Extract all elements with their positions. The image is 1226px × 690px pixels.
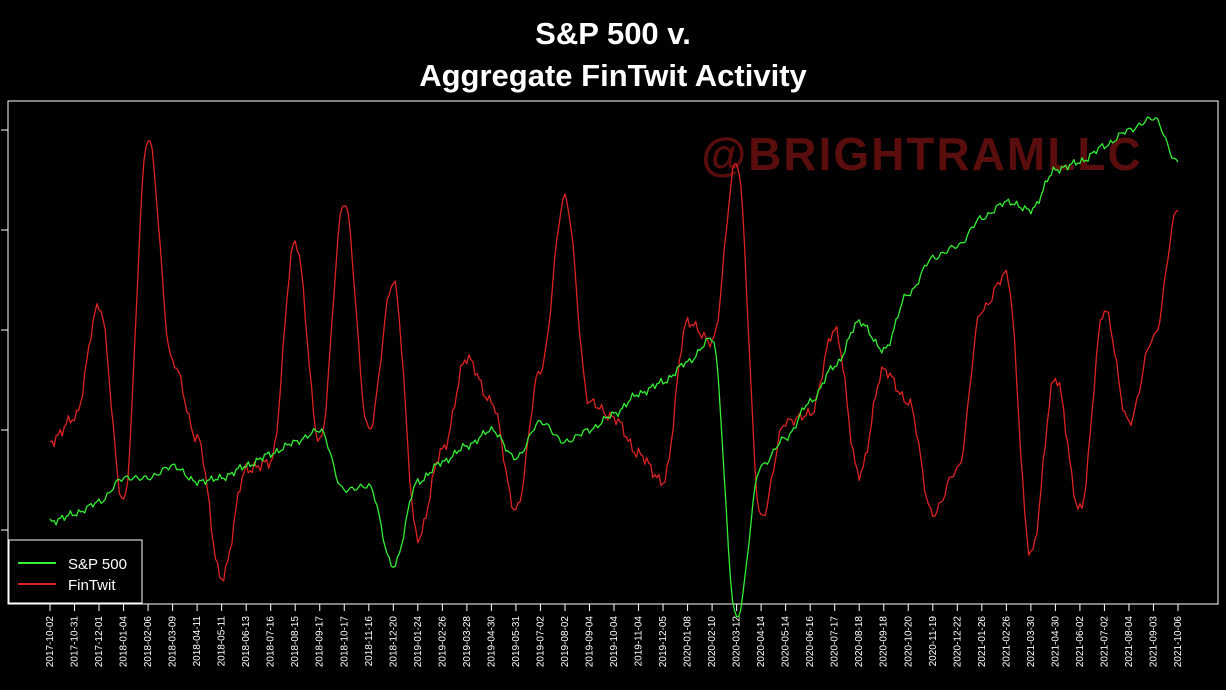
x-tick-label: 2021-09-03: [1148, 616, 1159, 668]
legend-box: [8, 539, 143, 604]
x-tick-label: 2018-10-17: [339, 616, 350, 668]
x-tick-label: 2018-02-06: [143, 616, 154, 668]
x-tick-label: 2019-10-04: [609, 616, 620, 668]
x-tick-label: 2021-08-04: [1124, 616, 1135, 668]
x-tick-label: 2021-07-02: [1099, 616, 1110, 668]
x-tick-label: 2019-12-05: [658, 616, 669, 668]
x-tick-label: 2018-11-16: [364, 616, 375, 667]
x-tick-label: 2020-06-16: [805, 616, 816, 668]
legend-label-sp500: S&P 500: [68, 556, 127, 573]
x-tick-label: 2020-04-14: [756, 616, 767, 668]
x-tick-label: 2020-01-08: [683, 616, 694, 668]
x-tick-label: 2019-11-04: [634, 616, 645, 667]
x-tick-label: 2020-09-18: [879, 616, 890, 668]
x-tick-label: 2020-12-22: [952, 616, 963, 668]
x-tick-label: 2021-04-30: [1050, 616, 1061, 668]
x-tick-label: 2018-04-11: [192, 616, 203, 667]
x-tick-label: 2019-03-28: [462, 616, 473, 668]
x-tick-label: 2019-02-26: [437, 616, 448, 668]
x-tick-label: 2017-10-02: [45, 616, 56, 668]
plot-frame: [7, 100, 1219, 605]
x-tick-label: 2018-01-04: [119, 616, 130, 668]
x-tick-label: 2019-09-04: [584, 616, 595, 668]
x-tick-label: 2018-09-17: [315, 616, 326, 668]
legend: S&P 500 FinTwit: [8, 539, 143, 604]
series-line-sp500: [49, 116, 1179, 618]
series-line-fintwit: [49, 140, 1179, 582]
x-axis: 2017-10-02 2017-10-31 2017-12-01 2018-01-04…: [45, 604, 1184, 667]
watermark-text: @BRIGHTRAMLLC: [701, 128, 1142, 180]
chart-title-line-2: Aggregate FinTwit Activity: [419, 58, 807, 93]
x-tick-label: 2018-08-15: [290, 616, 301, 668]
x-tick-label: 2020-05-14: [781, 616, 792, 668]
x-tick-label: 2020-08-18: [854, 616, 865, 668]
x-tick-label: 2018-12-20: [388, 616, 399, 668]
x-tick-label: 2020-02-10: [707, 616, 718, 668]
x-tick-label: 2021-06-02: [1075, 616, 1086, 668]
x-tick-label: 2020-07-17: [830, 616, 841, 668]
x-tick-label: 2019-08-02: [560, 616, 571, 668]
x-tick-label: 2018-07-16: [266, 616, 277, 668]
y-axis: [1, 129, 8, 531]
plot-area: @BRIGHTRAMLLC 2017-10-02 2017-10-31 2017-1…: [1, 100, 1219, 667]
x-tick-label: 2020-10-20: [903, 616, 914, 668]
x-tick-label: 2017-10-31: [70, 616, 81, 668]
legend-label-fintwit: FinTwit: [68, 577, 116, 594]
x-tick-label: 2020-03-12: [732, 616, 743, 668]
x-tick-label: 2019-01-24: [413, 616, 424, 668]
x-tick-label: 2018-05-11: [217, 616, 228, 667]
x-tick-label: 2019-04-30: [486, 616, 497, 668]
x-tick-label: 2017-12-01: [94, 616, 105, 668]
x-tick-label: 2019-05-31: [511, 616, 522, 668]
x-tick-label: 2021-03-30: [1026, 616, 1037, 668]
x-tick-label: 2021-01-26: [977, 616, 988, 668]
chart-title-line-1: S&P 500 v.: [535, 16, 691, 51]
x-tick-label: 2018-06-13: [241, 616, 252, 668]
x-tick-label: 2020-11-19: [928, 616, 939, 667]
series-layer: [49, 116, 1179, 618]
x-tick-label: 2018-03-09: [168, 616, 179, 668]
x-tick-label: 2021-02-26: [1001, 616, 1012, 668]
x-tick-label: 2019-07-02: [535, 616, 546, 668]
x-tick-label: 2021-10-06: [1173, 616, 1184, 668]
